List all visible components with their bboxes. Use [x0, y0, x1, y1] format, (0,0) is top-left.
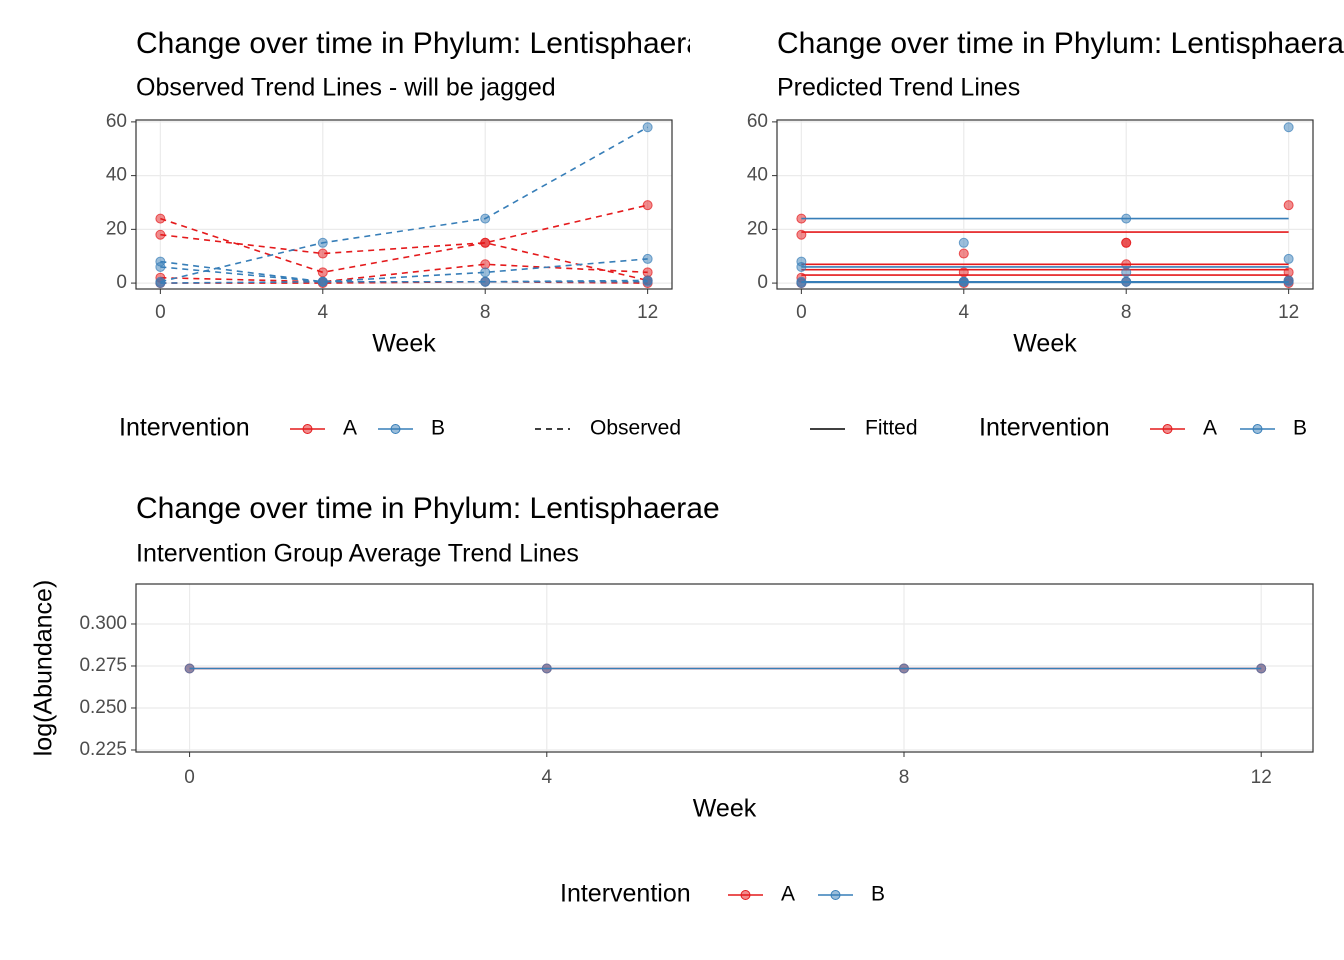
data-point	[958, 237, 969, 248]
legend-label: Fitted	[865, 417, 918, 440]
x-tick-label: 4	[542, 767, 553, 788]
data-point	[317, 237, 328, 248]
data-point	[480, 237, 491, 248]
data-point	[1256, 663, 1267, 674]
data-point	[796, 278, 807, 289]
data-point	[1121, 276, 1132, 287]
data-point	[1283, 276, 1294, 287]
data-point	[958, 248, 969, 259]
x-tick-label: 8	[899, 767, 910, 788]
x-axis-label: Week	[372, 330, 436, 358]
y-tick-label: 60	[747, 111, 768, 132]
x-tick-label: 8	[480, 302, 491, 323]
legend-label: A	[781, 883, 795, 906]
data-point	[541, 663, 552, 674]
x-tick-label: 4	[317, 302, 328, 323]
y-tick-label: 20	[106, 218, 127, 239]
data-point	[480, 276, 491, 287]
plot-border	[135, 583, 1314, 753]
x-axis-label: Week	[1013, 330, 1077, 358]
data-point	[155, 261, 166, 272]
chart-subtitle: Predicted Trend Lines	[777, 74, 1020, 102]
data-point	[642, 253, 653, 264]
legend-label: A	[1203, 417, 1217, 440]
data-point	[642, 122, 653, 133]
trend-line	[160, 280, 648, 284]
legend-label: B	[431, 417, 445, 440]
data-point	[317, 248, 328, 259]
plot-border	[776, 119, 1314, 290]
data-point	[796, 261, 807, 272]
y-tick-label: 0	[116, 272, 127, 293]
plot-background	[136, 120, 672, 289]
y-tick-label: 40	[106, 165, 127, 186]
data-point	[1283, 200, 1294, 211]
chart-title: Change over time in Phylum: Lentisphaera…	[136, 27, 720, 60]
y-tick-label: 40	[747, 165, 768, 186]
legend-title: Intervention	[979, 414, 1110, 442]
trend-line	[160, 217, 648, 282]
data-point	[1283, 253, 1294, 264]
data-point	[184, 663, 195, 674]
data-point	[480, 267, 491, 278]
data-point	[1283, 122, 1294, 133]
y-tick-label: 0.300	[79, 613, 127, 634]
legend-label: A	[343, 417, 357, 440]
y-tick-label: 0	[757, 272, 768, 293]
trend-line	[160, 204, 648, 255]
x-tick-label: 0	[796, 302, 807, 323]
x-tick-label: 12	[1278, 302, 1299, 323]
y-tick-label: 20	[747, 218, 768, 239]
x-tick-label: 0	[184, 767, 195, 788]
legend-label: B	[871, 883, 885, 906]
trend-line	[160, 258, 648, 283]
legend-label: B	[1293, 417, 1307, 440]
x-axis-label: Week	[693, 795, 757, 823]
y-tick-label: 0.225	[79, 739, 127, 760]
x-tick-label: 0	[155, 302, 166, 323]
plot-border	[135, 119, 673, 290]
legend-key	[830, 890, 841, 900]
legend-key	[302, 424, 313, 434]
legend-label: Observed	[590, 417, 681, 440]
data-point	[898, 663, 909, 674]
data-point	[317, 267, 328, 278]
data-point	[796, 229, 807, 240]
data-point	[1121, 267, 1132, 278]
x-tick-label: 12	[1251, 767, 1272, 788]
chart-subtitle: Observed Trend Lines - will be jagged	[136, 74, 556, 102]
chart-title: Change over time in Phylum: Lentisphaera…	[136, 492, 720, 525]
data-point	[155, 213, 166, 224]
trend-line	[160, 263, 648, 283]
chart-subtitle: Intervention Group Average Trend Lines	[136, 540, 579, 568]
x-tick-label: 8	[1121, 302, 1132, 323]
data-point	[1121, 213, 1132, 224]
x-tick-label: 12	[637, 302, 658, 323]
x-tick-label: 4	[958, 302, 969, 323]
data-point	[642, 200, 653, 211]
data-point	[1121, 237, 1132, 248]
legend-key	[390, 424, 401, 434]
plot-background	[777, 120, 1313, 289]
y-tick-label: 0.250	[79, 697, 127, 718]
legend-key	[740, 890, 751, 900]
legend-key	[1162, 424, 1173, 434]
data-point	[480, 213, 491, 224]
y-tick-label: 60	[106, 111, 127, 132]
data-point	[642, 276, 653, 287]
data-point	[317, 276, 328, 287]
data-point	[155, 229, 166, 240]
data-point	[958, 276, 969, 287]
y-axis-label: log(Abundance)	[30, 580, 58, 757]
legend-title: Intervention	[560, 880, 691, 908]
chart-title: Change over time in Phylum: Lentisphaera…	[777, 27, 1344, 60]
data-point	[155, 278, 166, 289]
legend-title: Intervention	[119, 414, 250, 442]
y-tick-label: 0.275	[79, 655, 127, 676]
legend-key	[1252, 424, 1263, 434]
